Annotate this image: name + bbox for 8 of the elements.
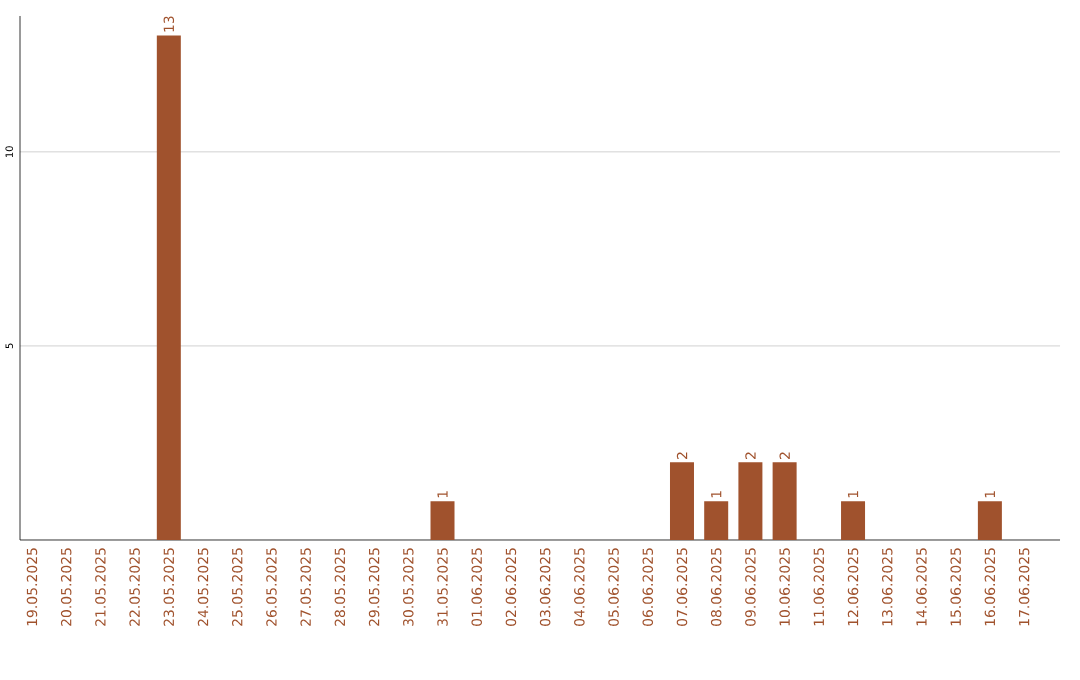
bar: [669, 462, 694, 540]
bar: [704, 501, 729, 540]
bar: [772, 462, 797, 540]
bar: [841, 501, 866, 540]
bar: [156, 35, 181, 540]
bar: [977, 501, 1002, 540]
bar: [430, 501, 455, 540]
bar: [738, 462, 763, 540]
